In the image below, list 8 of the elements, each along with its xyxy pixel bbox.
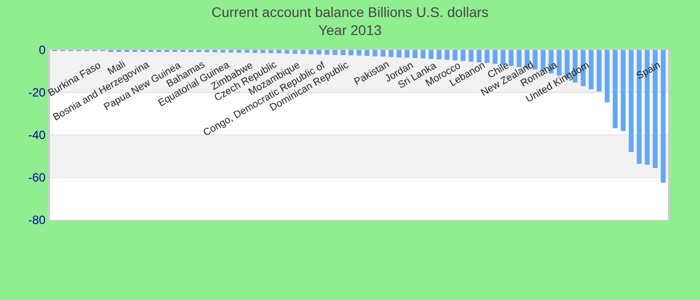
- x-tick-label: Spain: [634, 60, 662, 82]
- y-tick-label: -60: [28, 170, 46, 185]
- chart-subtitle: Year 2013: [318, 22, 382, 38]
- y-tick-label: -20: [28, 86, 46, 100]
- y-tick-label: -80: [28, 213, 46, 228]
- chart-title: Current account balance Billions U.S. dollars: [211, 4, 489, 20]
- y-tick-label: -40: [28, 128, 46, 142]
- y-tick-label: 0: [38, 43, 46, 58]
